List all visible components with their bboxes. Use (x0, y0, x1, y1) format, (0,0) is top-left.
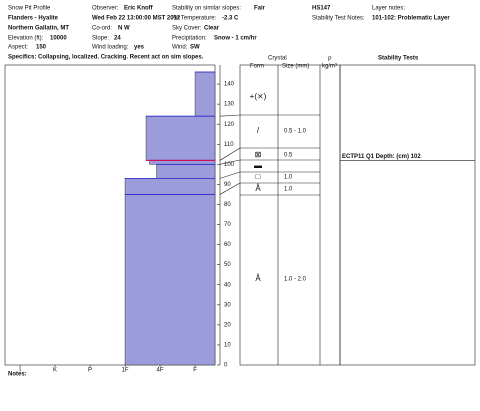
x-tick-label: F (193, 368, 197, 374)
y-tick-label: 120 (224, 122, 235, 128)
label: Aspect: (8, 45, 28, 51)
layer-notes: 101-102: Problematic Layer (372, 16, 450, 22)
crystal-form: □ (256, 172, 261, 181)
range: Northern Gallatin, MT (8, 26, 69, 32)
col-header: Size (mm) (282, 64, 309, 70)
y-tick-label: 80 (224, 202, 231, 208)
hardness-layer (145, 115, 216, 161)
y-tick-label: 10 (224, 343, 231, 349)
value: SW (190, 45, 200, 51)
y-tick-label: 100 (224, 162, 235, 168)
col-header: Stability Tests (378, 56, 419, 62)
y-tick-label: 110 (224, 142, 234, 148)
label: Precipitation: (172, 36, 207, 42)
crystal-size: 1.0 (284, 175, 293, 181)
label: Sky Cover: (172, 26, 202, 32)
x-tick-label: 1F (122, 368, 129, 374)
crystal-frame (239, 64, 341, 366)
value: Clear (204, 26, 220, 32)
hardness-layer (149, 160, 216, 165)
y-tick-label: 0 (224, 363, 228, 369)
y-tick-label: 40 (224, 282, 231, 288)
y-tick-label: 130 (224, 102, 235, 108)
value: Fair (254, 6, 266, 12)
col-header: Form (250, 64, 264, 70)
col-header: ρ (328, 56, 332, 62)
layer-connector (219, 114, 241, 117)
crystal-size: 1.0 (284, 187, 293, 193)
hardness-layer (194, 71, 216, 117)
crystal-form: Å (255, 184, 261, 193)
hardness-layer (124, 194, 216, 366)
value: Snow - 1 cm/hr (214, 36, 257, 42)
value: Eric Knoff (124, 6, 154, 12)
y-tick-label: 140 (224, 82, 235, 88)
title: Snow Pit Profile (8, 6, 51, 12)
hs: HS147 (312, 6, 331, 12)
value: 150 (36, 45, 47, 51)
label: Co-ord: (92, 26, 112, 32)
label: Stability Test Notes: (312, 16, 365, 22)
crystal-form: +(⨯) (250, 92, 267, 101)
specifics: Specifics: Collapsing, localized. Cracki… (8, 55, 204, 61)
location: Flanders - Hyalite (8, 16, 59, 22)
layer-connector (219, 147, 241, 161)
y-tick-label: 20 (224, 322, 231, 328)
x-tick-label: I (19, 368, 21, 374)
crystal-form: Å (255, 274, 261, 283)
crystal-form: ⊠ (255, 150, 262, 159)
y-tick-label: 50 (224, 262, 231, 268)
layer-connector (219, 159, 241, 165)
col-header: kg/m³ (322, 64, 337, 70)
date: Wed Feb 22 13:00:00 MST 2012 (92, 16, 181, 22)
notes: Notes: (8, 372, 27, 378)
crystal-size: 1.0 - 2.0 (284, 277, 307, 283)
hardness-layer (124, 178, 216, 195)
label: Observer: (92, 6, 119, 12)
value: 24 (114, 36, 121, 42)
label: Stability on similar slopes: (172, 6, 241, 12)
tests-frame (339, 64, 476, 366)
layer-connector (219, 182, 241, 195)
y-tick-label: 90 (224, 182, 231, 188)
y-tick-label: 60 (224, 242, 231, 248)
crystal-size: 0.5 - 1.0 (284, 129, 307, 135)
col-header: Crystal (268, 56, 287, 62)
test-text: ECTP11 Q1 Depth: (cm) 102 (342, 154, 421, 160)
y-tick-label: 70 (224, 222, 231, 228)
crystal-form: ▬ (254, 161, 262, 170)
x-tick-label: P (88, 368, 92, 374)
label: Layer notes: (372, 6, 405, 12)
hardness-layer (156, 164, 216, 179)
crystal-form: / (257, 126, 260, 135)
label: Wind: (172, 45, 188, 51)
label: Air Temperature: (172, 16, 217, 22)
value: -2.3 C (222, 16, 239, 22)
value: yes (134, 45, 145, 51)
label: Slope: (92, 36, 109, 42)
crystal-size: 0.5 (284, 153, 293, 159)
value: N W (118, 26, 130, 32)
layer-connector (219, 171, 241, 179)
label: Wind loading: (92, 45, 129, 51)
label: Elevation (ft): (8, 36, 44, 42)
y-tick-label: 30 (224, 302, 231, 308)
value: 10000 (50, 36, 67, 42)
x-tick-label: K (53, 368, 57, 374)
x-tick-label: 4F (157, 368, 164, 374)
